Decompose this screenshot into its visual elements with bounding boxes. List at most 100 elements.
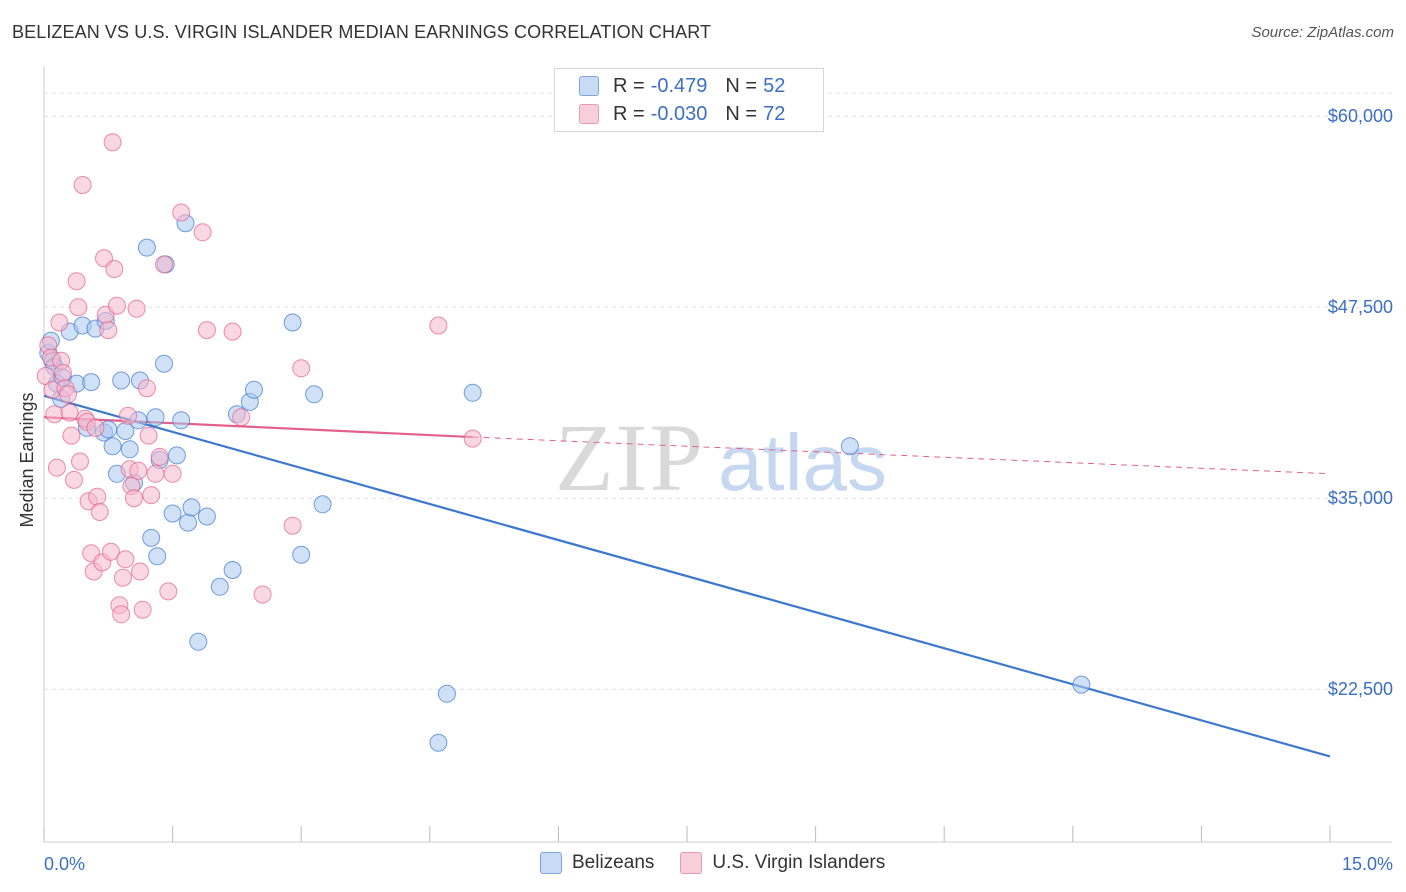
- point-belizeans: [82, 373, 101, 392]
- point-virgin-islanders: [107, 296, 126, 315]
- point-belizeans: [142, 528, 161, 547]
- legend-row-virgin-islanders: R = -0.030 N = 72: [579, 101, 785, 127]
- point-belizeans: [167, 446, 186, 465]
- point-virgin-islanders: [99, 321, 118, 340]
- y-axis-label: Median Earnings: [17, 392, 37, 527]
- x-tick-label: 0.0%: [44, 854, 85, 874]
- point-virgin-islanders: [67, 272, 86, 291]
- point-virgin-islanders: [53, 363, 72, 382]
- point-virgin-islanders: [193, 223, 212, 242]
- legend-r-value: -0.479: [650, 74, 708, 97]
- point-virgin-islanders: [103, 133, 122, 152]
- point-belizeans: [182, 498, 201, 517]
- point-virgin-islanders: [88, 487, 107, 506]
- point-virgin-islanders: [113, 568, 132, 587]
- point-virgin-islanders: [116, 550, 135, 569]
- point-virgin-islanders: [125, 489, 143, 508]
- point-belizeans: [163, 504, 182, 523]
- point-belizeans: [283, 313, 302, 332]
- y-tick-label: $47,500: [1328, 297, 1393, 317]
- y-tick-label: $60,000: [1328, 106, 1393, 126]
- trendline-extension: [472, 436, 1331, 475]
- point-virgin-islanders: [133, 600, 152, 619]
- point-virgin-islanders: [163, 464, 182, 483]
- point-virgin-islanders: [232, 408, 251, 427]
- point-belizeans: [137, 238, 156, 257]
- point-virgin-islanders: [119, 406, 137, 425]
- legend-r-value: -0.030: [650, 102, 708, 125]
- series-swatch-virgin-islanders: [680, 852, 703, 874]
- point-virgin-islanders: [146, 464, 165, 483]
- point-virgin-islanders: [86, 418, 105, 437]
- legend-n-value: 52: [763, 74, 786, 97]
- point-belizeans: [305, 385, 324, 404]
- point-virgin-islanders: [197, 321, 216, 340]
- point-belizeans: [223, 561, 242, 579]
- correlation-legend: R = -0.479 N = 52 R = -0.030 N = 72: [554, 68, 824, 132]
- point-virgin-islanders: [50, 313, 69, 332]
- point-virgin-islanders: [139, 426, 158, 445]
- point-virgin-islanders: [137, 379, 156, 398]
- watermark: ZIP atlas: [555, 404, 887, 511]
- point-virgin-islanders: [429, 316, 448, 335]
- point-belizeans: [172, 411, 191, 430]
- trendlines: [43, 394, 1331, 758]
- legend-n-value: 72: [763, 102, 786, 125]
- point-virgin-islanders: [65, 470, 83, 489]
- point-virgin-islanders: [150, 447, 169, 466]
- point-belizeans: [463, 383, 482, 402]
- legend-swatch-virgin-islanders: [579, 104, 599, 124]
- point-belizeans: [313, 495, 332, 514]
- point-belizeans: [292, 545, 311, 564]
- legend-n-label: N =: [725, 102, 758, 125]
- point-belizeans: [437, 684, 456, 703]
- point-belizeans: [840, 437, 859, 456]
- point-virgin-islanders: [292, 359, 311, 378]
- point-virgin-islanders: [159, 582, 178, 601]
- y-tick-label: $35,000: [1328, 488, 1393, 508]
- x-tick-label: 15.0%: [1342, 854, 1393, 874]
- point-virgin-islanders: [142, 486, 161, 505]
- watermark-atlas: atlas: [718, 418, 887, 507]
- point-virgin-islanders: [101, 542, 120, 561]
- point-virgin-islanders: [129, 461, 148, 480]
- point-virgin-islanders: [90, 503, 109, 521]
- point-virgin-islanders: [60, 403, 79, 422]
- point-belizeans: [120, 440, 139, 459]
- series-legend-belizeans: Belizeans: [540, 852, 654, 874]
- point-virgin-islanders: [463, 429, 482, 448]
- point-virgin-islanders: [69, 298, 88, 317]
- legend-swatch-belizeans: [579, 76, 599, 96]
- point-virgin-islanders: [62, 426, 81, 445]
- point-virgin-islanders: [105, 260, 124, 278]
- point-virgin-islanders: [45, 405, 64, 424]
- axes: [43, 66, 1392, 843]
- legend-r-label: R =: [613, 102, 645, 125]
- legend-n-label: N =: [725, 74, 758, 97]
- source-credit: Source: ZipAtlas.com: [1251, 24, 1394, 41]
- point-virgin-islanders: [172, 203, 191, 222]
- point-virgin-islanders: [127, 299, 146, 318]
- point-virgin-islanders: [47, 458, 66, 477]
- point-belizeans: [197, 507, 216, 526]
- point-virgin-islanders: [112, 605, 131, 624]
- data-points: [36, 133, 1091, 752]
- trendline: [43, 394, 1331, 758]
- point-virgin-islanders: [253, 585, 272, 604]
- point-belizeans: [189, 632, 208, 651]
- point-belizeans: [155, 354, 173, 373]
- point-virgin-islanders: [283, 516, 302, 535]
- series-legend-virgin-islanders: U.S. Virgin Islanders: [680, 852, 885, 874]
- legend-r-label: R =: [613, 74, 645, 97]
- point-virgin-islanders: [223, 322, 242, 341]
- point-belizeans: [148, 547, 167, 566]
- point-belizeans: [112, 371, 131, 390]
- point-belizeans: [210, 577, 229, 596]
- point-belizeans: [103, 437, 122, 456]
- point-virgin-islanders: [131, 562, 149, 581]
- point-belizeans: [179, 513, 197, 532]
- point-virgin-islanders: [71, 452, 89, 471]
- trendline: [43, 416, 473, 439]
- point-virgin-islanders: [59, 385, 77, 404]
- tick-labels: $22,500 $35,000 $47,500 $60,000 0.0% 15.0%: [44, 106, 1393, 874]
